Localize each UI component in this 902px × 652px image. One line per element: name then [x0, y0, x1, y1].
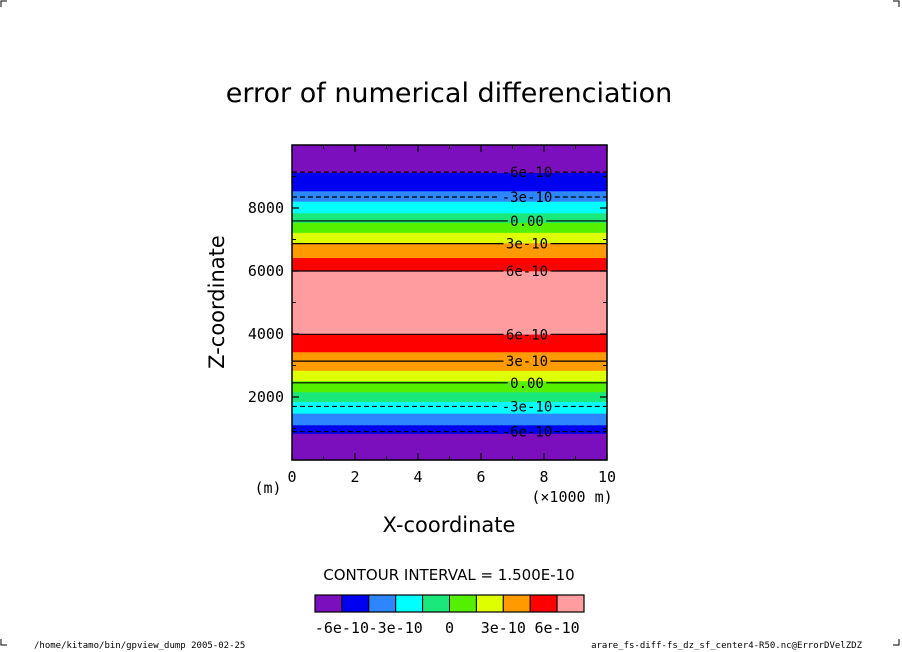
band-14: [292, 212, 607, 223]
colorbar-labels: -6e-10 -3e-10 0 3e-10 6e-10: [315, 619, 580, 637]
x-tick-label-1: 2: [350, 468, 359, 486]
band-2: [292, 413, 607, 426]
y-tick-label-2: 6000: [248, 262, 284, 280]
colorbar-swatch-4: [422, 594, 451, 613]
contour-label-5: 6e-10: [506, 264, 548, 280]
contour-label-8: -3e-10: [502, 190, 553, 206]
contour-labels: -6e-10 -3e-10 0.00 3e-10 6e-10 6e-10 3e-10 0.00…: [502, 165, 553, 441]
colorbar-swatch-7: [502, 594, 531, 613]
band-10: [292, 257, 607, 272]
crop-mark-bottom-right: [893, 639, 900, 646]
x-tick-label-5: 10: [598, 468, 616, 486]
band-15: [292, 201, 607, 214]
contour-label-0: -6e-10: [502, 425, 553, 441]
colorbar: [314, 594, 585, 613]
colorbar-swatch-3: [395, 594, 424, 613]
y-axis-ticks: 2000 4000 6000 8000: [248, 176, 607, 429]
contour-label-6: 3e-10: [506, 237, 548, 253]
contour-label-9: -6e-10: [502, 165, 553, 181]
y-tick-label-3: 8000: [248, 199, 284, 217]
colorbar-frame: [314, 594, 585, 613]
y-axis-title: Z-coordinate: [205, 235, 229, 369]
x-tick-label-4: 8: [539, 468, 548, 486]
x-unit-left: (m): [254, 479, 281, 497]
band-18: [292, 145, 607, 174]
colorbar-label-2: 0: [445, 619, 454, 637]
colorbar-label-1: -3e-10: [369, 619, 423, 637]
colorbar-swatch-6: [475, 594, 504, 613]
colorbar-label-4: 6e-10: [535, 619, 580, 637]
footer-right: arare_fs-diff-fs_dz_sf_center4-R50.nc@Er…: [591, 641, 863, 651]
x-tick-label-2: 4: [413, 468, 422, 486]
contour-label-1: -3e-10: [502, 399, 553, 415]
band-17: [292, 172, 607, 192]
band-11: [292, 242, 607, 259]
x-unit-right: (×1000 m): [531, 488, 612, 506]
contour-label-7: 0.00: [510, 214, 544, 230]
colorbar-label-3: 3e-10: [481, 619, 526, 637]
band-12: [292, 232, 607, 244]
colorbar-swatch-1: [341, 594, 370, 613]
x-axis-ticks: 0 2 4 6 8 10: [287, 145, 616, 486]
x-axis-title: X-coordinate: [383, 513, 516, 537]
band-5: [292, 380, 607, 393]
band-13: [292, 222, 607, 233]
colorbar-swatch-0: [314, 594, 343, 613]
band-3: [292, 401, 607, 414]
plot-bands: [292, 145, 607, 461]
colorbar-swatch-9: [556, 594, 585, 613]
contour-label-4: 6e-10: [506, 327, 548, 343]
chart-title: error of numerical differenciation: [226, 78, 672, 109]
contour-lines: [292, 171, 607, 433]
band-4: [292, 391, 607, 403]
y-tick-label-0: 2000: [248, 388, 284, 406]
band-9: [292, 270, 607, 335]
footer-left: /home/kitamo/bin/gpview_dump 2005-02-25: [34, 641, 245, 651]
crop-mark-bottom-left: [0, 639, 7, 646]
colorbar-swatch-5: [449, 594, 477, 613]
crop-mark-top-left: [0, 0, 7, 7]
band-16: [292, 190, 607, 202]
colorbar-label-0: -6e-10: [315, 619, 369, 637]
contour-label-3: 3e-10: [506, 354, 548, 370]
colorbar-swatch-8: [529, 594, 558, 613]
y-tick-label-1: 4000: [248, 325, 284, 343]
band-1: [292, 424, 607, 434]
band-6: [292, 370, 607, 382]
band-8: [292, 334, 607, 353]
contour-label-2: 0.00: [510, 376, 544, 392]
x-tick-label-0: 0: [287, 468, 296, 486]
contour-interval-label: CONTOUR INTERVAL = 1.500E-10: [323, 566, 574, 584]
x-tick-label-3: 6: [476, 468, 485, 486]
colorbar-swatch-2: [368, 594, 397, 613]
crop-mark-top-right: [893, 0, 900, 7]
